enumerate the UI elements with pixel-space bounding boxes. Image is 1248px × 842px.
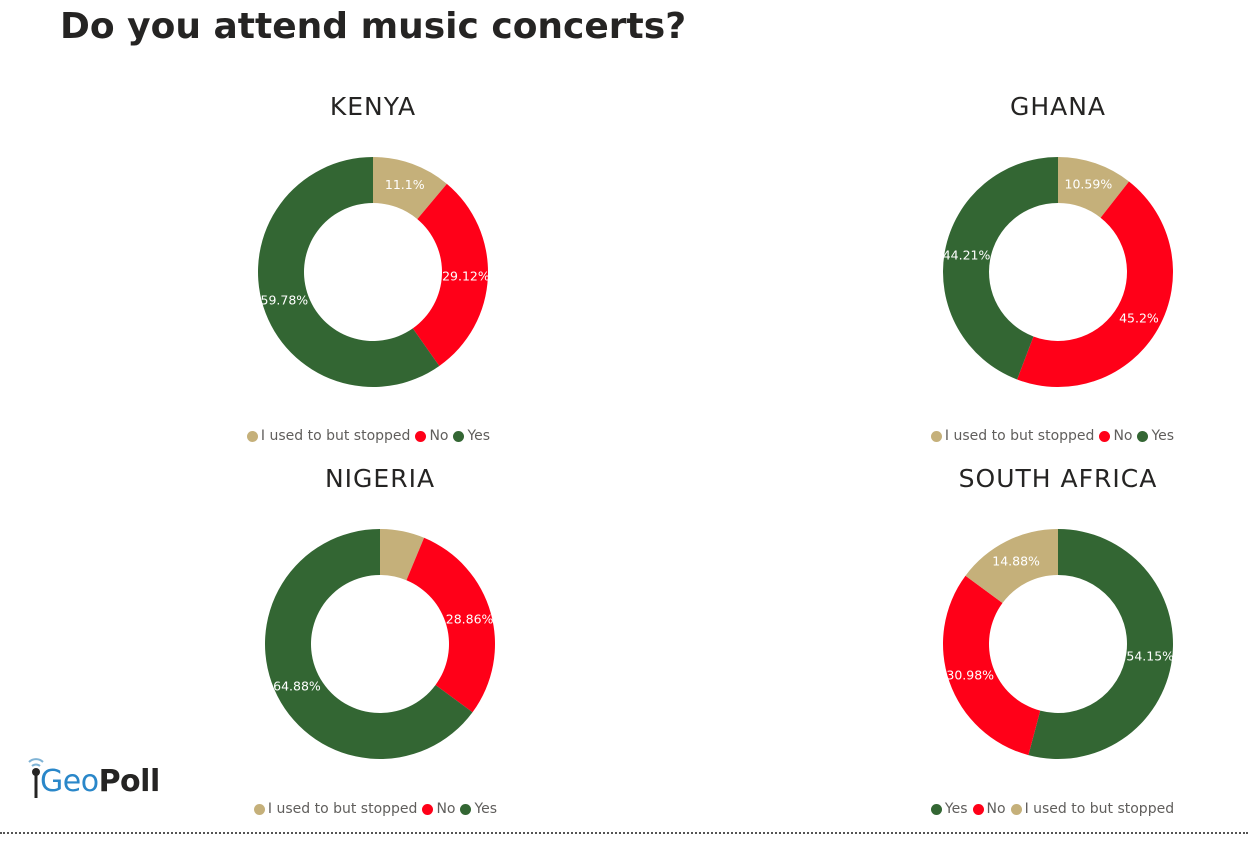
slice-label-i-used-to-but-stopped: 10.59% — [1065, 177, 1113, 192]
bottom-divider — [0, 832, 1248, 834]
slice-i-used-to-but-stopped — [965, 529, 1058, 604]
legend-label: No — [986, 801, 1006, 817]
legend-marker — [1137, 430, 1149, 442]
legend-label: Yes — [1151, 428, 1175, 444]
legend-marker — [415, 430, 427, 442]
chart-title-nigeria: NIGERIA — [324, 464, 436, 493]
legend-marker — [930, 430, 942, 442]
legend-marker — [972, 803, 984, 815]
donut-chart-south-africa: 54.15% 30.98% 14.88% — [943, 529, 1174, 759]
legend-label: Yes — [467, 428, 491, 444]
slice-i-used-to-but-stopped — [1058, 157, 1129, 218]
legend-label: I used to but stopped — [267, 801, 418, 817]
chart-title-kenya: KENYA — [329, 92, 417, 121]
legend-marker — [930, 803, 942, 815]
legend-south-africa: Yes No I used to but stopped — [845, 801, 1248, 817]
slice-label-yes: 44.21% — [943, 248, 991, 263]
legend-item-yes: Yes — [1137, 428, 1174, 444]
donut-chart-kenya: 11.1% 29.12% 59.78% — [257, 157, 490, 387]
slice-no — [943, 575, 1041, 756]
legend-nigeria: I used to but stopped No Yes — [168, 801, 588, 817]
legend-label: Yes — [474, 801, 498, 817]
slice-no — [412, 183, 488, 366]
legend-item-no: No — [415, 428, 448, 444]
legend-item-i-used-to-but-stopped: I used to but stopped — [253, 801, 418, 817]
legend-label: I used to but stopped — [944, 428, 1095, 444]
signal-icon — [28, 758, 44, 798]
legend-item-i-used-to-but-stopped: I used to but stopped — [1010, 801, 1175, 817]
legend-item-no: No — [1099, 428, 1132, 444]
slice-label-yes: 54.15% — [1126, 649, 1174, 664]
slice-yes — [1028, 529, 1173, 759]
chart-title-ghana: GHANA — [1009, 92, 1107, 121]
legend-item-no: No — [422, 801, 455, 817]
geopoll-logo: GeoPoll — [22, 752, 182, 802]
legend-label: No — [436, 801, 456, 817]
legend-marker — [453, 430, 465, 442]
page-title: Do you attend music concerts? — [60, 6, 687, 47]
legend-marker — [422, 803, 434, 815]
legend-label: No — [1113, 428, 1133, 444]
legend-kenya: I used to but stopped No Yes — [161, 428, 581, 444]
logo-geo: Geo — [40, 764, 99, 799]
donut-chart-nigeria: 28.86% 64.88% — [264, 529, 495, 759]
slice-yes — [264, 529, 473, 759]
legend-marker — [253, 803, 265, 815]
slice-label-no: 29.12% — [442, 268, 490, 283]
slice-yes — [257, 157, 440, 387]
legend-item-yes: Yes — [930, 801, 968, 817]
slice-label-yes: 59.78% — [261, 293, 309, 308]
logo-wordmark: GeoPoll — [40, 764, 160, 799]
legend-marker — [1010, 803, 1022, 815]
legend-marker — [246, 430, 258, 442]
slice-label-yes: 64.88% — [273, 678, 321, 693]
legend-marker — [460, 803, 472, 815]
slice-label-no: 30.98% — [946, 667, 994, 682]
legend-item-i-used-to-but-stopped: I used to but stopped — [930, 428, 1095, 444]
slice-label-no: 45.2% — [1119, 310, 1159, 325]
chart-title-south-africa: SOUTH AFRICA — [958, 464, 1158, 493]
slice-no — [1017, 181, 1173, 387]
donut-chart-ghana: 10.59% 45.2% 44.21% — [943, 157, 1173, 387]
legend-ghana: I used to but stopped No Yes — [845, 428, 1248, 444]
slice-i-used-to-but-stopped — [373, 157, 447, 220]
legend-label: No — [429, 428, 449, 444]
legend-item-yes: Yes — [460, 801, 497, 817]
legend-label: I used to but stopped — [260, 428, 411, 444]
legend-item-no: No — [972, 801, 1006, 817]
legend-label: I used to but stopped — [1024, 801, 1175, 817]
slice-no — [406, 537, 495, 713]
slice-i-used-to-but-stopped — [380, 529, 425, 581]
legend-item-yes: Yes — [453, 428, 490, 444]
slice-label-i-used-to-but-stopped: 14.88% — [992, 553, 1040, 568]
legend-marker — [1099, 430, 1111, 442]
legend-item-i-used-to-but-stopped: I used to but stopped — [246, 428, 411, 444]
slice-label-no: 28.86% — [446, 612, 494, 627]
slice-yes — [943, 157, 1058, 380]
legend-label: Yes — [944, 801, 968, 817]
logo-poll: Poll — [98, 764, 161, 799]
slice-label-i-used-to-but-stopped: 11.1% — [385, 177, 425, 192]
